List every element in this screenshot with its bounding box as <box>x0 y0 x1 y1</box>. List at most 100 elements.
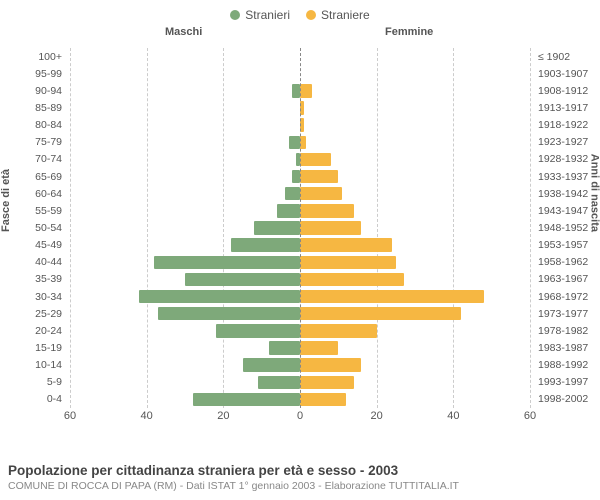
age-label: 75-79 <box>0 137 66 148</box>
age-labels: 100+ 95-99 90-94 85-89 80-84 75-79 70-74 65-69 6… <box>0 48 66 408</box>
x-tick: 60 <box>64 410 76 422</box>
age-label: 25-29 <box>0 309 66 320</box>
bar-male <box>216 324 300 337</box>
bar-female <box>300 238 392 251</box>
legend-label-male: Stranieri <box>245 8 290 22</box>
age-label: 65-69 <box>0 172 66 183</box>
age-label: 45-49 <box>0 240 66 251</box>
x-tick: 60 <box>524 410 536 422</box>
legend-swatch-female <box>306 10 316 20</box>
bar-female <box>300 221 361 234</box>
age-label: 70-74 <box>0 154 66 165</box>
age-label: 40-44 <box>0 257 66 268</box>
year-label: 1923-1927 <box>534 137 600 148</box>
plot <box>70 48 530 408</box>
age-label: 80-84 <box>0 120 66 131</box>
grid-line <box>530 48 531 408</box>
bar-female <box>300 324 377 337</box>
bar-female <box>300 187 342 200</box>
bar-male <box>158 307 300 320</box>
year-label: 1968-1972 <box>534 292 600 303</box>
bar-male <box>277 204 300 217</box>
x-tick: 0 <box>297 410 303 422</box>
column-headers: Maschi Femmine <box>0 26 600 46</box>
bar-male <box>269 341 300 354</box>
age-label: 90-94 <box>0 86 66 97</box>
year-label: 1973-1977 <box>534 309 600 320</box>
legend-item-male: Stranieri <box>230 8 290 22</box>
bar-male <box>154 256 300 269</box>
bar-male <box>292 84 300 97</box>
bar-female <box>300 376 354 389</box>
age-label: 85-89 <box>0 103 66 114</box>
year-label: 1908-1912 <box>534 86 600 97</box>
x-tick: 20 <box>371 410 383 422</box>
center-line <box>300 48 301 408</box>
legend-label-female: Straniere <box>321 8 370 22</box>
x-tick: 40 <box>141 410 153 422</box>
bar-female <box>300 307 461 320</box>
header-female: Femmine <box>385 26 433 38</box>
year-label: 1918-1922 <box>534 120 600 131</box>
year-label: 1933-1937 <box>534 172 600 183</box>
age-label: 30-34 <box>0 292 66 303</box>
bar-male <box>258 376 300 389</box>
bar-female <box>300 84 312 97</box>
bar-female <box>300 393 346 406</box>
bar-male <box>185 273 300 286</box>
bar-male <box>289 136 301 149</box>
age-label: 10-14 <box>0 360 66 371</box>
bar-male <box>254 221 300 234</box>
legend-swatch-male <box>230 10 240 20</box>
bar-female <box>300 153 331 166</box>
age-label: 5-9 <box>0 377 66 388</box>
bar-male <box>243 358 301 371</box>
bar-female <box>300 204 354 217</box>
year-label: 1938-1942 <box>534 189 600 200</box>
age-label: 35-39 <box>0 274 66 285</box>
bar-female <box>300 290 484 303</box>
bar-female <box>300 273 404 286</box>
bar-male <box>231 238 300 251</box>
age-label: 15-19 <box>0 343 66 354</box>
legend: Stranieri Straniere <box>0 0 600 26</box>
age-label: 100+ <box>0 52 66 63</box>
year-label: 1948-1952 <box>534 223 600 234</box>
year-labels: ≤ 19021903-19071908-19121913-19171918-19… <box>534 48 600 408</box>
year-label: ≤ 1902 <box>534 52 600 63</box>
age-label: 0-4 <box>0 394 66 405</box>
age-label: 95-99 <box>0 69 66 80</box>
bar-male <box>285 187 300 200</box>
footer: Popolazione per cittadinanza straniera p… <box>8 463 459 492</box>
bar-male <box>193 393 300 406</box>
year-label: 1978-1982 <box>534 326 600 337</box>
x-tick: 20 <box>217 410 229 422</box>
chart-title: Popolazione per cittadinanza straniera p… <box>8 463 459 478</box>
age-label: 60-64 <box>0 189 66 200</box>
year-label: 1928-1932 <box>534 154 600 165</box>
header-male: Maschi <box>165 26 202 38</box>
bar-male <box>292 170 300 183</box>
age-label: 50-54 <box>0 223 66 234</box>
year-label: 1993-1997 <box>534 377 600 388</box>
year-label: 1988-1992 <box>534 360 600 371</box>
x-axis-ticks: 6040200204060 <box>70 410 530 430</box>
year-label: 1913-1917 <box>534 103 600 114</box>
age-label: 55-59 <box>0 206 66 217</box>
bar-female <box>300 341 338 354</box>
chart-area: Maschi Femmine Fasce di età Anni di nasc… <box>0 26 600 446</box>
chart-subtitle: COMUNE DI ROCCA DI PAPA (RM) - Dati ISTA… <box>8 480 459 492</box>
age-label: 20-24 <box>0 326 66 337</box>
year-label: 1963-1967 <box>534 274 600 285</box>
bar-female <box>300 358 361 371</box>
year-label: 1983-1987 <box>534 343 600 354</box>
year-label: 1953-1957 <box>534 240 600 251</box>
x-tick: 40 <box>447 410 459 422</box>
year-label: 1943-1947 <box>534 206 600 217</box>
year-label: 1998-2002 <box>534 394 600 405</box>
bar-female <box>300 170 338 183</box>
bar-female <box>300 256 396 269</box>
year-label: 1958-1962 <box>534 257 600 268</box>
legend-item-female: Straniere <box>306 8 370 22</box>
bar-male <box>139 290 300 303</box>
